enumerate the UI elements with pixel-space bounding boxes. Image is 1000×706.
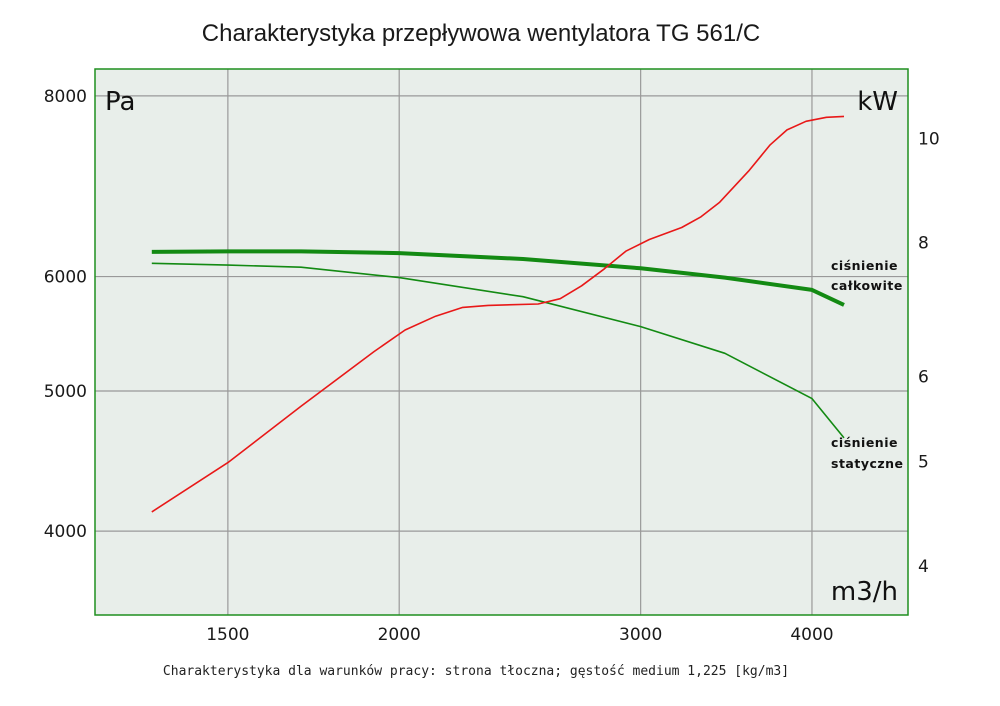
left-y-tick-label: 6000	[44, 268, 87, 288]
x-tick-label: 4000	[790, 625, 833, 645]
chart-subtitle: Charakterystyka dla warunków pracy: stro…	[163, 664, 789, 679]
right-y-tick-label: 8	[918, 233, 929, 253]
right-axis-ticks: 10 8 6 5 4	[918, 129, 940, 577]
chart-title: Charakterystyka przepływowa wentylatora …	[202, 20, 760, 47]
left-axis-unit: Pa	[105, 87, 135, 117]
grid	[95, 69, 908, 615]
plot-area	[95, 69, 908, 615]
total-pressure-curve	[151, 249, 845, 307]
right-y-tick-label: 10	[918, 129, 940, 149]
x-tick-label: 2000	[378, 625, 421, 645]
right-y-tick-label: 5	[918, 453, 929, 473]
left-y-tick-label: 5000	[44, 382, 87, 402]
right-axis-unit: kW	[857, 87, 898, 117]
x-axis-ticks: 1500 2000 3000 4000	[206, 625, 833, 645]
power-curve	[151, 115, 845, 513]
plot-frame	[94, 68, 909, 616]
left-axis-ticks: 8000 6000 5000 4000	[44, 87, 87, 542]
label-total-pressure-line1: ciśnienie	[831, 258, 898, 273]
left-y-tick-label: 8000	[44, 87, 87, 107]
label-total-pressure-line2: całkowite	[831, 278, 903, 293]
right-y-tick-label: 4	[918, 557, 929, 577]
left-y-tick-label: 4000	[44, 522, 87, 542]
label-static-pressure-line2: statyczne	[831, 456, 904, 471]
x-axis-unit: m3/h	[831, 577, 898, 607]
static-pressure-curve	[151, 262, 845, 439]
x-tick-label: 3000	[619, 625, 662, 645]
label-static-pressure-line1: ciśnienie	[831, 435, 898, 450]
x-tick-label: 1500	[206, 625, 249, 645]
right-y-tick-label: 6	[918, 368, 929, 388]
curves	[151, 115, 845, 513]
